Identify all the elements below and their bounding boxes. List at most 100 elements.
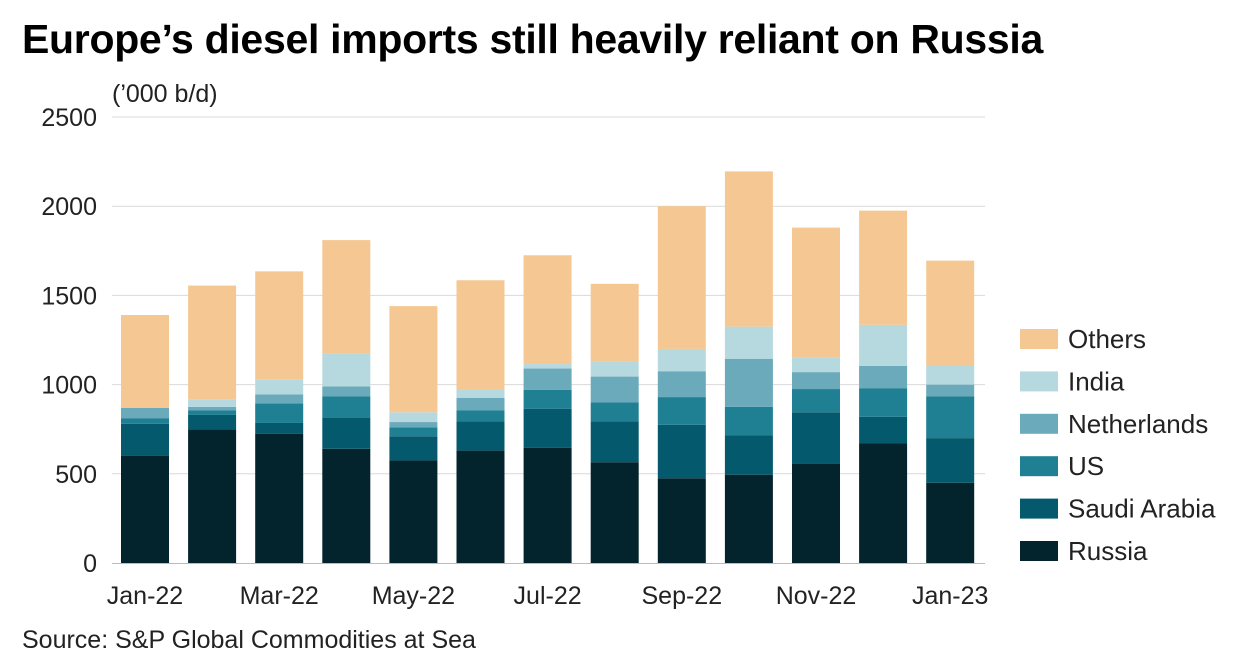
- bar-segment: [389, 422, 438, 428]
- bar-segment: [121, 423, 169, 456]
- x-tick-label: Nov-22: [776, 582, 857, 610]
- bar-segment: [926, 438, 975, 483]
- legend-label: US: [1068, 451, 1104, 481]
- bar-segment: [590, 402, 639, 422]
- bar-segment: [188, 285, 237, 400]
- bar-segment: [926, 482, 975, 563]
- bar-segment: [523, 408, 572, 448]
- x-tick-label: Jan-23: [912, 582, 988, 610]
- legend-label: Others: [1068, 324, 1146, 354]
- bar-segment: [926, 396, 975, 439]
- bar-segment: [255, 394, 304, 404]
- bar-segment: [255, 433, 304, 563]
- bar-segment: [859, 365, 908, 389]
- bar-segment: [322, 417, 371, 449]
- x-tick-label: Jul-22: [514, 582, 582, 610]
- bar-segment: [322, 448, 371, 563]
- bar-segment: [792, 227, 840, 358]
- bar-segment: [590, 361, 639, 377]
- bar-segment: [657, 478, 706, 563]
- bar-segment: [926, 260, 975, 365]
- bar-segment: [792, 412, 840, 464]
- y-tick-label: 0: [83, 550, 97, 578]
- bar-segment: [121, 315, 169, 408]
- bar-segment: [657, 397, 706, 425]
- y-axis-unit-label: (’000 b/d): [112, 80, 218, 108]
- legend-swatch: [1020, 371, 1058, 392]
- bar-segment: [724, 358, 773, 407]
- y-tick-label: 2000: [41, 193, 97, 221]
- bar-segment: [188, 429, 237, 563]
- chart-title: Europe’s diesel imports still heavily re…: [22, 16, 1043, 62]
- legend-label: India: [1068, 366, 1125, 396]
- legend-swatch: [1020, 456, 1058, 477]
- bar-segment: [255, 422, 304, 434]
- legend-label: Russia: [1068, 536, 1148, 566]
- bar-segment: [456, 450, 505, 563]
- bar-segment: [389, 436, 438, 461]
- bar-segment: [456, 280, 505, 390]
- bar-segment: [724, 435, 773, 475]
- bar-segment: [523, 364, 572, 369]
- bar-segment: [389, 412, 438, 423]
- legend: Others India Netherlands US Saudi Arabia Russ…: [1020, 324, 1216, 566]
- bar-segment: [859, 443, 908, 563]
- legend-label: Netherlands: [1068, 409, 1208, 439]
- bar-segment: [724, 171, 773, 327]
- bar-segment: [188, 410, 237, 415]
- bar-segment: [724, 326, 773, 359]
- bar-segment: [255, 379, 304, 395]
- y-tick-label: 500: [55, 461, 97, 489]
- y-tick-label: 1000: [41, 372, 97, 400]
- bar-segment: [590, 421, 639, 463]
- bar-segment: [792, 463, 840, 563]
- bar-segment: [322, 386, 371, 397]
- bar-segment: [724, 474, 773, 563]
- bar-segment: [322, 396, 371, 418]
- bar-segment: [523, 368, 572, 390]
- bar-segment: [926, 364, 975, 385]
- bar-segment: [724, 406, 773, 436]
- bar-segment: [188, 414, 237, 430]
- bar-segment: [121, 407, 169, 419]
- x-tick-label: Sep-22: [641, 582, 722, 610]
- bar-segment: [255, 403, 304, 423]
- bar-segment: [456, 397, 505, 411]
- bar-segment: [590, 283, 639, 362]
- bar-segment: [523, 255, 572, 365]
- bar-segment: [389, 306, 438, 413]
- bar-segment: [657, 206, 706, 349]
- bar-segment: [389, 427, 438, 437]
- x-tick-label: Mar-22: [240, 582, 319, 610]
- bar-segment: [859, 388, 908, 417]
- bar-segment: [859, 210, 908, 325]
- legend-swatch: [1020, 329, 1058, 349]
- bar-segment: [657, 424, 706, 479]
- bar-segment: [523, 447, 572, 563]
- bar-segment: [523, 389, 572, 409]
- bar-segment: [926, 384, 975, 397]
- bars: [121, 171, 975, 563]
- bar-segment: [121, 418, 169, 424]
- legend-label: Saudi Arabia: [1068, 494, 1216, 524]
- axes: 0 500 1000 1500 2000 2500 Jan-22 Mar-22 May-22 Ju…: [41, 104, 988, 610]
- bar-segment: [322, 240, 371, 354]
- legend-swatch: [1020, 541, 1058, 561]
- x-tick-label: Jan-22: [107, 582, 183, 610]
- y-tick-label: 2500: [41, 104, 97, 132]
- bar-segment: [657, 371, 706, 398]
- bar-segment: [792, 389, 840, 413]
- bar-segment: [590, 376, 639, 403]
- bar-segment: [188, 399, 237, 407]
- bar-segment: [657, 348, 706, 372]
- bar-segment: [792, 357, 840, 373]
- legend-swatch: [1020, 413, 1058, 434]
- bar-segment: [859, 324, 908, 366]
- bar-segment: [590, 462, 639, 563]
- bar-segment: [121, 455, 169, 563]
- y-tick-label: 1500: [41, 282, 97, 310]
- legend-swatch: [1020, 498, 1058, 519]
- bar-segment: [792, 372, 840, 390]
- bar-segment: [188, 406, 237, 411]
